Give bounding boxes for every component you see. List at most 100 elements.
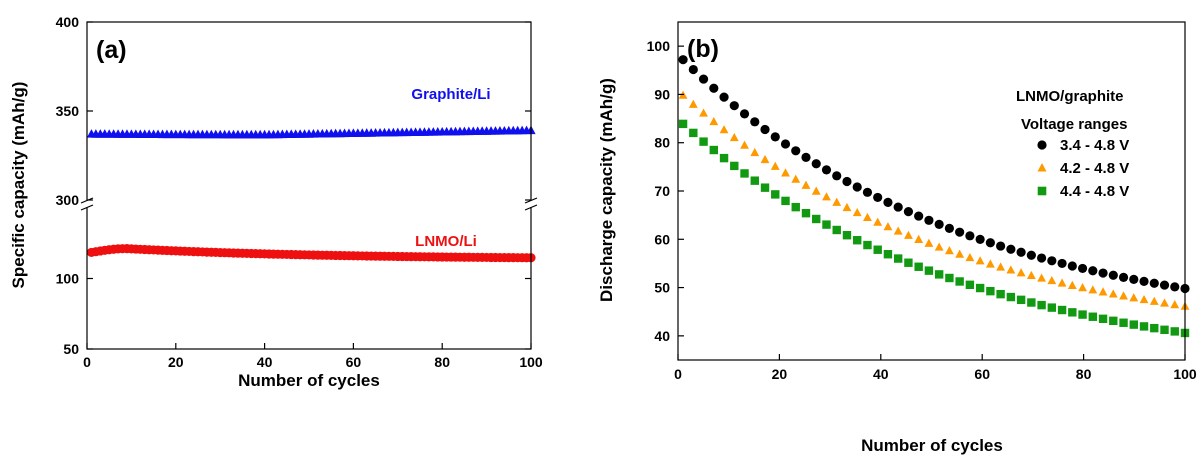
panel-label: (a) <box>96 36 127 64</box>
data-point-series-2 <box>709 116 719 126</box>
data-point-series-3 <box>1160 325 1169 335</box>
x-axis-label: Number of cycles <box>238 371 380 390</box>
data-point-series-1 <box>934 219 944 230</box>
x-tick-label: 20 <box>168 354 184 370</box>
annotation-graphite-li: Graphite/Li <box>411 86 490 103</box>
x-tick-label: 80 <box>434 354 450 370</box>
data-point-series-2 <box>811 186 821 195</box>
data-point-series-1 <box>1139 276 1149 286</box>
data-point-series-1 <box>719 92 729 102</box>
data-point-series-2 <box>842 202 852 212</box>
data-point-series-3 <box>1098 314 1108 324</box>
data-point-series-2 <box>719 125 729 134</box>
data-point-series-3 <box>945 273 954 283</box>
data-point-series-2 <box>863 212 872 222</box>
data-point-series-3 <box>986 286 995 296</box>
data-point-series-1 <box>852 182 862 192</box>
data-point-series-2 <box>699 108 708 117</box>
data-point-series-2 <box>760 154 770 164</box>
data-point-series-1 <box>975 234 985 244</box>
data-point-series-3 <box>760 183 770 192</box>
data-point-series-2 <box>1149 296 1159 305</box>
data-point-series-1 <box>1026 250 1036 260</box>
data-point-series-3 <box>965 280 975 290</box>
data-point-series-2 <box>1170 300 1180 309</box>
chart-panel-a: 0 20 40 60 80 100 300 350 400 50 100 (a) Graphite/… <box>9 14 543 390</box>
data-point-series-2 <box>873 217 883 226</box>
data-point-series-2 <box>1067 280 1077 289</box>
data-point-series-1 <box>924 215 934 225</box>
data-point-series-3 <box>853 236 862 245</box>
data-point-series-2 <box>822 192 831 201</box>
data-point-series-1 <box>739 109 750 119</box>
data-point-series-2 <box>1088 285 1098 294</box>
lower-series-marks <box>86 244 536 263</box>
data-point-series-3 <box>1119 318 1128 327</box>
data-point-series-2 <box>1119 291 1128 300</box>
data-point-series-1 <box>1170 282 1180 292</box>
data-point-series-2 <box>750 147 760 157</box>
data-point-series-3 <box>1037 300 1046 310</box>
x-axis-label: Number of cycles <box>861 436 1003 455</box>
data-point-series-3 <box>1150 323 1159 333</box>
y-tick-label: 70 <box>654 183 670 199</box>
data-point-series-1 <box>873 192 883 203</box>
x-tick-label: 0 <box>674 366 682 382</box>
data-point-series-2 <box>1037 273 1047 282</box>
legend-marker-series-2 <box>1037 163 1047 172</box>
series-marks <box>678 55 1190 338</box>
data-point-series-1 <box>985 238 995 248</box>
data-point-series-1 <box>750 117 760 127</box>
y-axis-label: Specific capacity (mAh/g) <box>9 82 28 289</box>
data-point-series-3 <box>1057 305 1067 315</box>
data-point-series-3 <box>893 254 903 263</box>
axis-break <box>80 197 538 211</box>
x-tick-label: 80 <box>1076 366 1092 382</box>
data-point-series-2 <box>801 180 811 189</box>
data-point-series-2 <box>955 249 965 258</box>
data-point-series-3 <box>1109 316 1118 326</box>
data-point-series-3 <box>832 225 841 235</box>
data-point-series-1 <box>791 146 801 156</box>
data-point-series-1 <box>944 223 955 233</box>
legend-label-series-3: 4.4 - 4.8 V <box>1060 183 1129 200</box>
data-point-series-1 <box>832 171 842 181</box>
data-point-series-1 <box>1006 244 1016 254</box>
data-point-series-3 <box>1129 320 1138 329</box>
data-point-series-1 <box>821 165 832 175</box>
y-tick-label: 400 <box>56 14 80 30</box>
upper-series-marks <box>86 125 536 139</box>
x-tick-label: 20 <box>772 366 788 382</box>
legend-title: LNMO/graphite <box>1016 88 1124 105</box>
y-tick-label: 350 <box>56 103 80 119</box>
data-point-series-2 <box>944 246 954 255</box>
data-point-series-1 <box>965 231 975 241</box>
data-point-series-3 <box>801 208 811 218</box>
data-point-series-2 <box>893 226 903 235</box>
data-point-series-2 <box>832 197 842 206</box>
data-point-series-1 <box>883 197 893 207</box>
panel-label: (b) <box>687 35 719 63</box>
data-point-series-2 <box>1057 278 1067 287</box>
data-point-series-2 <box>1006 265 1016 274</box>
annotation-lnmo-li: LNMO/Li <box>415 233 477 250</box>
data-point-series-3 <box>1170 327 1179 336</box>
data-point-series-3 <box>1006 292 1016 302</box>
x-tick-label: 100 <box>1173 366 1197 382</box>
legend-label-series-2: 4.2 - 4.8 V <box>1060 160 1129 177</box>
data-point-series-1 <box>955 227 965 237</box>
data-point-series-3 <box>996 289 1005 299</box>
data-point-series-2 <box>1016 268 1026 277</box>
y-tick-label: 100 <box>56 271 80 287</box>
data-point-series-1 <box>1108 270 1118 280</box>
data-point-series-3 <box>1088 312 1098 321</box>
data-point-series-3 <box>699 137 708 146</box>
data-point-series-2 <box>1108 289 1118 298</box>
data-point-series-1 <box>1098 268 1108 278</box>
data-point-series-2 <box>1129 293 1139 302</box>
data-point-series-2 <box>1139 294 1149 304</box>
y-tick-label: 50 <box>654 280 670 296</box>
y-tick-label: 60 <box>654 231 670 247</box>
y-tick-label: 90 <box>654 86 670 102</box>
data-point-series-1 <box>760 124 770 135</box>
